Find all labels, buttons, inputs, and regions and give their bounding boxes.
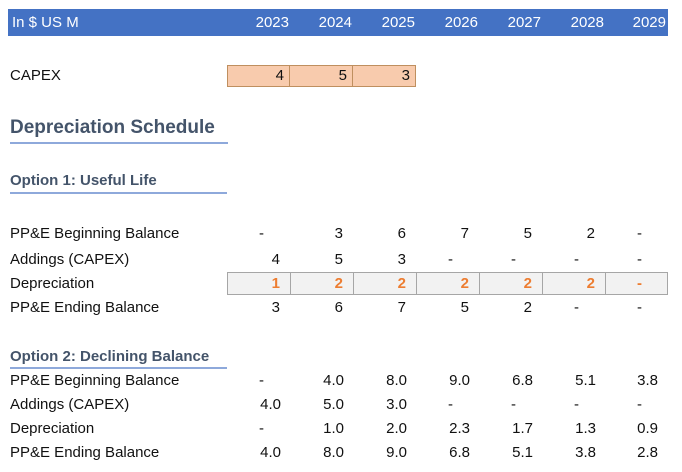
year-2025[interactable]: 2025: [381, 14, 415, 31]
value-cell[interactable]: -: [574, 251, 579, 268]
schedule-title: Depreciation Schedule: [10, 117, 228, 144]
row-label: PP&E Ending Balance: [10, 299, 160, 316]
year-2029[interactable]: 2029: [632, 14, 666, 31]
dep-box-2029: [605, 272, 668, 295]
depreciation-value[interactable]: 1: [271, 275, 280, 292]
capex-cell-2025[interactable]: 3: [352, 65, 416, 87]
value-cell[interactable]: -: [259, 225, 264, 242]
opt1-beginning-balance-row: PP&E Beginning Balance - 3 6 7 5 2 -: [0, 223, 682, 245]
row-label: Addings (CAPEX): [10, 251, 130, 268]
value-cell[interactable]: -: [511, 251, 516, 268]
capex-value: 4: [275, 67, 284, 84]
value-cell[interactable]: 8.0: [386, 372, 407, 389]
value-cell[interactable]: 6: [334, 299, 343, 316]
value-cell[interactable]: 8.0: [323, 444, 344, 461]
value-cell[interactable]: 4.0: [323, 372, 344, 389]
value-cell[interactable]: 3.0: [386, 396, 407, 413]
value-cell[interactable]: 5: [334, 251, 343, 268]
value-cell[interactable]: 4.0: [260, 444, 281, 461]
row-label: Addings (CAPEX): [10, 396, 130, 413]
value-cell[interactable]: 2.8: [637, 444, 658, 461]
value-cell[interactable]: -: [448, 251, 453, 268]
value-cell[interactable]: 2.3: [449, 420, 470, 437]
row-label: PP&E Ending Balance: [10, 444, 160, 461]
value-cell[interactable]: 5: [523, 225, 532, 242]
option2-title: Option 2: Declining Balance: [10, 348, 227, 369]
value-cell[interactable]: 1.3: [575, 420, 596, 437]
value-cell[interactable]: 3: [334, 225, 343, 242]
option1-title: Option 1: Useful Life: [10, 172, 227, 194]
opt2-ending-balance-row: PP&E Ending Balance 4.0 8.0 9.0 6.8 5.1 …: [0, 442, 682, 464]
value-cell[interactable]: 6.8: [449, 444, 470, 461]
opt2-addings-row: Addings (CAPEX) 4.0 5.0 3.0 - - - -: [0, 394, 682, 416]
value-cell[interactable]: 5.1: [575, 372, 596, 389]
year-2023[interactable]: 2023: [255, 14, 289, 31]
value-cell[interactable]: 6: [397, 225, 406, 242]
capex-row: CAPEX: [0, 65, 682, 87]
value-cell[interactable]: 7: [397, 299, 406, 316]
year-2027[interactable]: 2027: [507, 14, 541, 31]
header-band: In $ US M 2023 2024 2025 2026 2027 2028 …: [8, 9, 668, 36]
value-cell[interactable]: 9.0: [386, 444, 407, 461]
value-cell[interactable]: 2: [523, 299, 532, 316]
value-cell[interactable]: 1.7: [512, 420, 533, 437]
depreciation-value[interactable]: 2: [460, 275, 469, 292]
value-cell[interactable]: 4: [271, 251, 280, 268]
value-cell[interactable]: -: [637, 299, 642, 316]
value-cell[interactable]: 3.8: [575, 444, 596, 461]
value-cell[interactable]: 0.9: [637, 420, 658, 437]
capex-value: 3: [401, 67, 410, 84]
row-label: Depreciation: [10, 420, 95, 437]
depreciation-value[interactable]: 2: [334, 275, 343, 292]
value-cell[interactable]: -: [637, 396, 642, 413]
depreciation-value[interactable]: 2: [523, 275, 532, 292]
capex-value: 5: [338, 67, 347, 84]
value-cell[interactable]: -: [259, 420, 264, 437]
unit-label: In $ US M: [12, 14, 79, 31]
value-cell[interactable]: -: [511, 396, 516, 413]
value-cell[interactable]: -: [259, 372, 264, 389]
year-2028[interactable]: 2028: [570, 14, 604, 31]
value-cell[interactable]: 9.0: [449, 372, 470, 389]
value-cell[interactable]: 3.8: [637, 372, 658, 389]
value-cell[interactable]: -: [637, 251, 642, 268]
depreciation-value[interactable]: 2: [397, 275, 406, 292]
opt1-addings-row: Addings (CAPEX) 4 5 3 - - - -: [0, 249, 682, 271]
depreciation-value[interactable]: -: [637, 275, 642, 292]
value-cell[interactable]: 2.0: [386, 420, 407, 437]
value-cell[interactable]: -: [448, 396, 453, 413]
capex-label: CAPEX: [10, 67, 61, 84]
value-cell[interactable]: 5.1: [512, 444, 533, 461]
value-cell[interactable]: 7: [460, 225, 469, 242]
value-cell[interactable]: -: [574, 396, 579, 413]
capex-cell-2023[interactable]: 4: [227, 65, 290, 87]
opt2-depreciation-row: Depreciation - 1.0 2.0 2.3 1.7 1.3 0.9: [0, 418, 682, 440]
row-label: Depreciation: [10, 275, 95, 292]
year-2024[interactable]: 2024: [318, 14, 352, 31]
depreciation-value[interactable]: 2: [586, 275, 595, 292]
value-cell[interactable]: 5: [460, 299, 469, 316]
value-cell[interactable]: -: [637, 225, 642, 242]
row-label: PP&E Beginning Balance: [10, 372, 180, 389]
value-cell[interactable]: 2: [586, 225, 595, 242]
row-label: PP&E Beginning Balance: [10, 225, 180, 242]
value-cell[interactable]: 3: [397, 251, 406, 268]
value-cell[interactable]: 4.0: [260, 396, 281, 413]
value-cell[interactable]: 5.0: [323, 396, 344, 413]
opt2-beginning-balance-row: PP&E Beginning Balance - 4.0 8.0 9.0 6.8…: [0, 370, 682, 392]
value-cell[interactable]: 3: [271, 299, 280, 316]
opt1-ending-balance-row: PP&E Ending Balance 3 6 7 5 2 - -: [0, 297, 682, 319]
value-cell[interactable]: -: [574, 299, 579, 316]
opt1-depreciation-row: Depreciation 1 2 2 2 2 2 -: [0, 273, 682, 295]
year-2026[interactable]: 2026: [444, 14, 478, 31]
capex-cell-2024[interactable]: 5: [289, 65, 353, 87]
value-cell[interactable]: 6.8: [512, 372, 533, 389]
value-cell[interactable]: 1.0: [323, 420, 344, 437]
